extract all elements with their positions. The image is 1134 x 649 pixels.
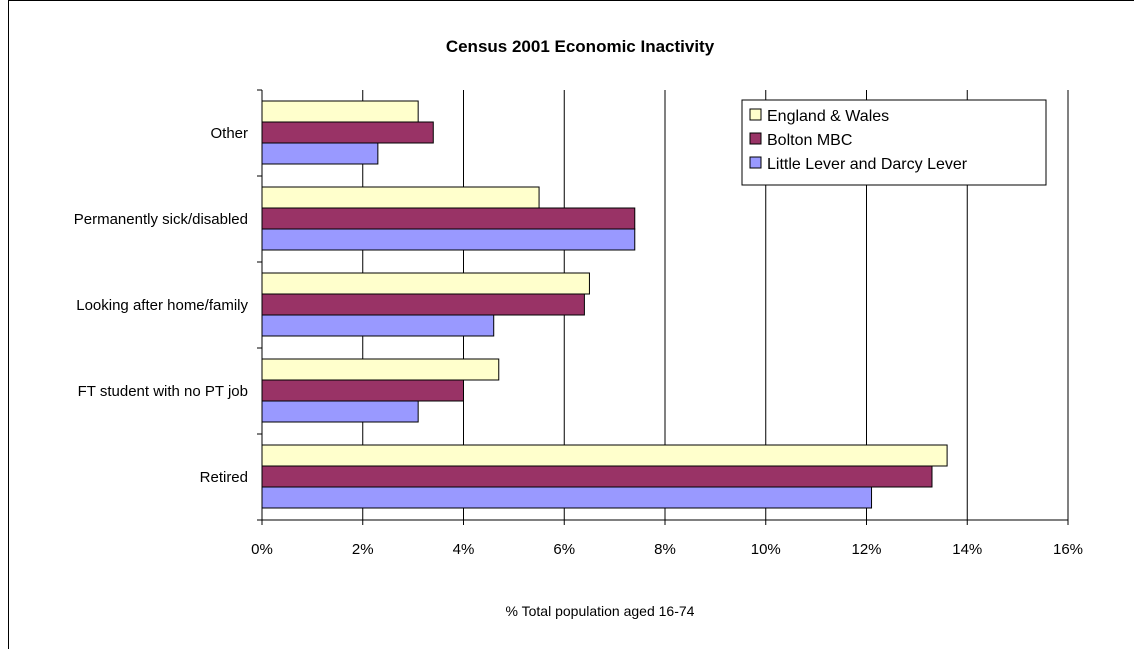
chart-title: Census 2001 Economic Inactivity	[446, 37, 715, 56]
bar	[261, 228, 636, 251]
bar	[261, 358, 500, 381]
legend-label: Bolton MBC	[767, 132, 852, 149]
x-tick-label: 0%	[251, 541, 273, 558]
legend-label: Little Lever and Darcy Lever	[767, 156, 968, 173]
bar	[261, 486, 873, 509]
bar	[261, 465, 933, 488]
y-tick-label: Other	[210, 125, 248, 142]
bar	[261, 293, 585, 316]
axes	[257, 89, 1069, 525]
x-tick-label: 14%	[952, 541, 982, 558]
bar	[261, 400, 419, 423]
bar	[261, 444, 948, 467]
y-tick-label: Permanently sick/disabled	[74, 211, 248, 228]
bar	[261, 272, 590, 295]
bar	[261, 100, 419, 123]
y-tick-label: FT student with no PT job	[78, 383, 248, 400]
legend-swatch	[749, 108, 762, 121]
y-tick-label: Retired	[200, 469, 248, 486]
legend: England & Wales Bolton MBC Little Lever an…	[741, 99, 1047, 186]
x-tick-label: 4%	[453, 541, 475, 558]
x-tick-label: 8%	[654, 541, 676, 558]
x-tick-label: 12%	[851, 541, 881, 558]
x-tick-label: 10%	[751, 541, 781, 558]
bars	[261, 100, 948, 509]
x-tick-label: 6%	[553, 541, 575, 558]
bar	[261, 142, 379, 165]
x-axis-label: % Total population aged 16-74	[506, 603, 695, 619]
x-tick-label: 2%	[352, 541, 374, 558]
legend-box	[741, 99, 1047, 186]
axis-labels: 0% 2% 4% 6% 8% 10% 12% 14% 16% Other Permanently s…	[74, 125, 1083, 558]
bar	[261, 186, 540, 209]
legend-swatch	[749, 132, 762, 145]
y-tick-label: Looking after home/family	[76, 297, 248, 314]
bar	[261, 314, 495, 337]
legend-swatch	[749, 156, 762, 169]
legend-label: England & Wales	[767, 108, 889, 125]
bar	[261, 379, 464, 402]
bar	[261, 121, 434, 144]
bar	[261, 207, 636, 230]
x-tick-label: 16%	[1053, 541, 1083, 558]
